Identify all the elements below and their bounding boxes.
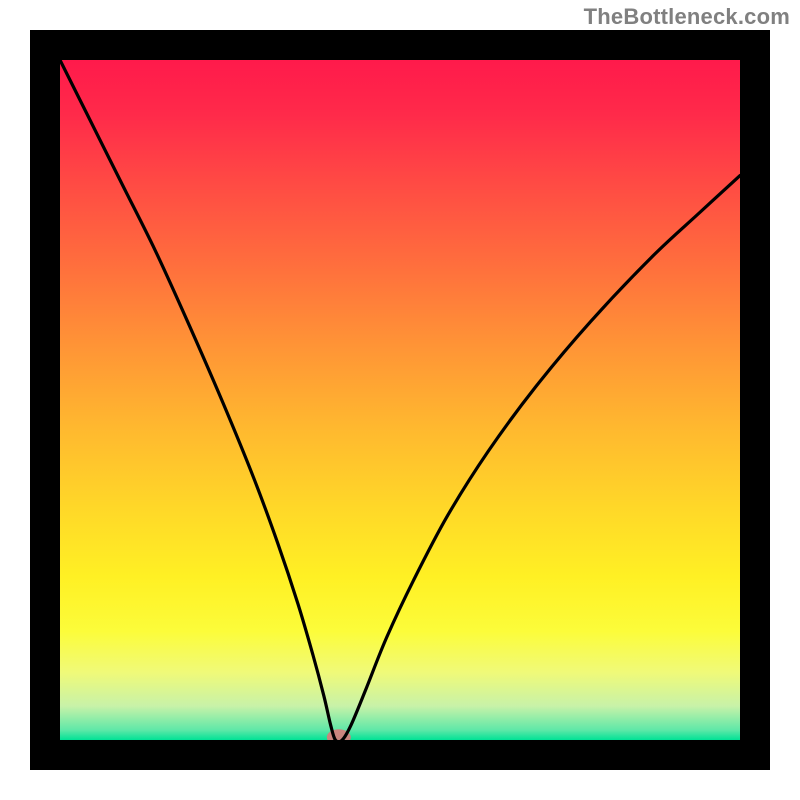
gradient-background bbox=[60, 60, 740, 740]
watermark-text: TheBottleneck.com bbox=[584, 4, 790, 30]
chart-stage: TheBottleneck.com bbox=[0, 0, 800, 800]
bottleneck-chart bbox=[0, 0, 800, 800]
